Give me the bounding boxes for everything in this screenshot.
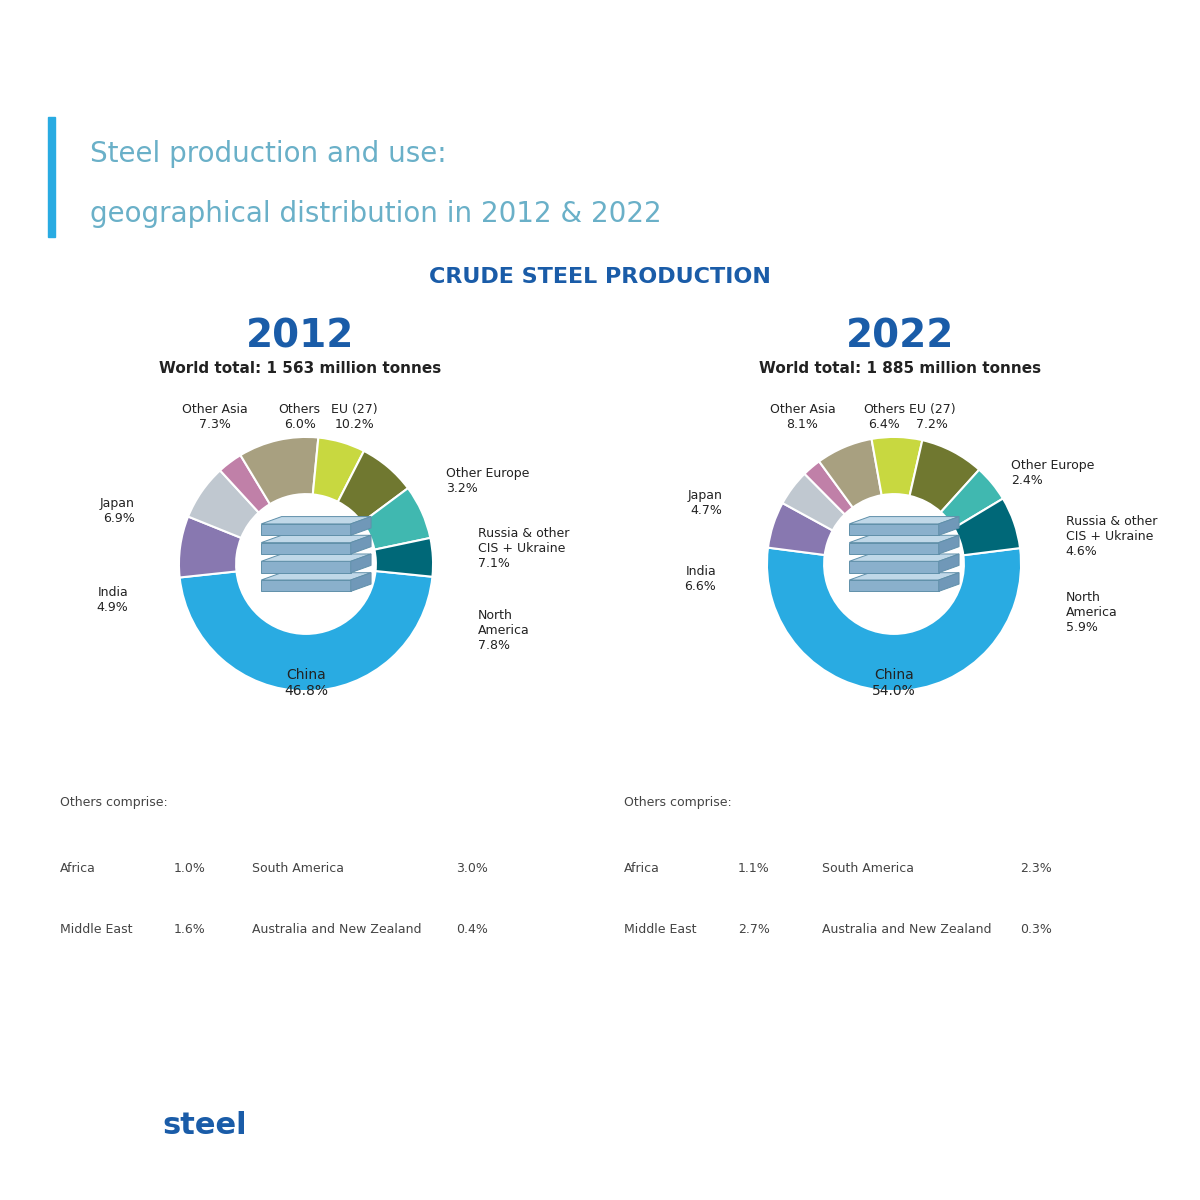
Polygon shape bbox=[350, 554, 371, 572]
Wedge shape bbox=[767, 547, 1021, 691]
Text: geographical distribution in 2012 & 2022: geographical distribution in 2012 & 2022 bbox=[90, 200, 661, 228]
Text: China
46.8%: China 46.8% bbox=[284, 668, 328, 698]
Text: Australia and New Zealand: Australia and New Zealand bbox=[822, 923, 991, 936]
Polygon shape bbox=[850, 542, 938, 554]
Text: Steel production and use:: Steel production and use: bbox=[90, 140, 446, 168]
Text: 1.0%: 1.0% bbox=[174, 862, 206, 875]
Wedge shape bbox=[220, 455, 270, 512]
Text: China
54.0%: China 54.0% bbox=[872, 668, 916, 698]
Text: EU (27)
7.2%: EU (27) 7.2% bbox=[908, 402, 955, 431]
Wedge shape bbox=[374, 538, 433, 577]
Text: world: world bbox=[60, 1111, 137, 1140]
Text: South America: South America bbox=[252, 862, 344, 875]
Text: Japan
6.9%: Japan 6.9% bbox=[100, 497, 134, 524]
Bar bbox=[48, 16, 58, 86]
Polygon shape bbox=[850, 524, 938, 535]
Text: Africa: Africa bbox=[624, 862, 660, 875]
Text: 3.0%: 3.0% bbox=[456, 862, 488, 875]
Text: Australia and New Zealand: Australia and New Zealand bbox=[252, 923, 421, 936]
Polygon shape bbox=[938, 516, 959, 535]
Text: Russia & other
CIS + Ukraine
4.6%: Russia & other CIS + Ukraine 4.6% bbox=[1066, 515, 1157, 558]
Polygon shape bbox=[938, 554, 959, 572]
Text: steel: steel bbox=[162, 1111, 247, 1140]
Text: worldsteel.org: worldsteel.org bbox=[890, 1126, 1140, 1154]
Wedge shape bbox=[362, 488, 431, 550]
Wedge shape bbox=[954, 498, 1020, 556]
Text: 2012: 2012 bbox=[246, 318, 354, 355]
Text: Other Europe
2.4%: Other Europe 2.4% bbox=[1010, 458, 1094, 486]
Text: EU (27)
10.2%: EU (27) 10.2% bbox=[331, 402, 378, 431]
Polygon shape bbox=[350, 516, 371, 535]
Polygon shape bbox=[262, 542, 350, 554]
Text: India
6.6%: India 6.6% bbox=[684, 565, 716, 593]
Wedge shape bbox=[240, 437, 318, 504]
Polygon shape bbox=[350, 535, 371, 554]
Text: Middle East: Middle East bbox=[60, 923, 132, 936]
Polygon shape bbox=[262, 524, 350, 535]
Text: 1.6%: 1.6% bbox=[174, 923, 205, 936]
Polygon shape bbox=[262, 562, 350, 572]
Wedge shape bbox=[768, 503, 833, 556]
Text: World total: 1 885 million tonnes: World total: 1 885 million tonnes bbox=[758, 361, 1042, 376]
Text: 0.3%: 0.3% bbox=[1020, 923, 1052, 936]
Polygon shape bbox=[262, 572, 371, 580]
Polygon shape bbox=[850, 516, 959, 524]
Text: Other Europe
3.2%: Other Europe 3.2% bbox=[445, 468, 529, 496]
Text: Others
6.0%: Others 6.0% bbox=[278, 402, 320, 431]
Wedge shape bbox=[188, 470, 259, 538]
Wedge shape bbox=[179, 516, 241, 577]
Text: North
America
5.9%: North America 5.9% bbox=[1066, 590, 1117, 634]
Text: Japan
4.7%: Japan 4.7% bbox=[688, 490, 722, 517]
Wedge shape bbox=[180, 571, 432, 691]
Polygon shape bbox=[262, 580, 350, 592]
Text: Middle East: Middle East bbox=[624, 923, 696, 936]
Polygon shape bbox=[850, 572, 959, 580]
Wedge shape bbox=[338, 451, 408, 522]
Wedge shape bbox=[804, 461, 853, 515]
Text: Other Asia
8.1%: Other Asia 8.1% bbox=[769, 402, 835, 431]
Text: 0.4%: 0.4% bbox=[456, 923, 488, 936]
Polygon shape bbox=[850, 535, 959, 542]
Polygon shape bbox=[850, 562, 938, 572]
Text: 2022: 2022 bbox=[846, 318, 954, 355]
Text: Others
6.4%: Others 6.4% bbox=[863, 402, 905, 431]
Polygon shape bbox=[262, 535, 371, 542]
Wedge shape bbox=[820, 439, 882, 508]
Text: South America: South America bbox=[822, 862, 914, 875]
Text: CRUDE STEEL PRODUCTION: CRUDE STEEL PRODUCTION bbox=[430, 268, 770, 287]
Polygon shape bbox=[350, 572, 371, 592]
Text: 2.3%: 2.3% bbox=[1020, 862, 1051, 875]
Text: Africa: Africa bbox=[60, 862, 96, 875]
Wedge shape bbox=[313, 438, 364, 502]
Polygon shape bbox=[938, 535, 959, 554]
Text: Russia & other
CIS + Ukraine
7.1%: Russia & other CIS + Ukraine 7.1% bbox=[478, 527, 569, 570]
Polygon shape bbox=[262, 516, 371, 524]
Text: Others comprise:: Others comprise: bbox=[60, 797, 168, 809]
Text: 1.1%: 1.1% bbox=[738, 862, 769, 875]
Polygon shape bbox=[850, 580, 938, 592]
Wedge shape bbox=[871, 437, 923, 496]
Bar bbox=[48, 116, 55, 236]
Polygon shape bbox=[262, 554, 371, 562]
Text: India
4.9%: India 4.9% bbox=[96, 586, 128, 613]
Wedge shape bbox=[910, 440, 979, 512]
Text: A S S O C I A T I O N: A S S O C I A T I O N bbox=[60, 1169, 157, 1178]
Text: North
America
7.8%: North America 7.8% bbox=[478, 608, 529, 652]
Text: 2.7%: 2.7% bbox=[738, 923, 770, 936]
Text: Others comprise:: Others comprise: bbox=[624, 797, 732, 809]
Wedge shape bbox=[941, 469, 1003, 528]
Polygon shape bbox=[938, 572, 959, 592]
Polygon shape bbox=[850, 554, 959, 562]
Text: Other Asia
7.3%: Other Asia 7.3% bbox=[181, 402, 247, 431]
Text: World Steel in Figures 2023: World Steel in Figures 2023 bbox=[78, 34, 644, 68]
Text: World total: 1 563 million tonnes: World total: 1 563 million tonnes bbox=[158, 361, 442, 376]
Wedge shape bbox=[782, 474, 845, 530]
